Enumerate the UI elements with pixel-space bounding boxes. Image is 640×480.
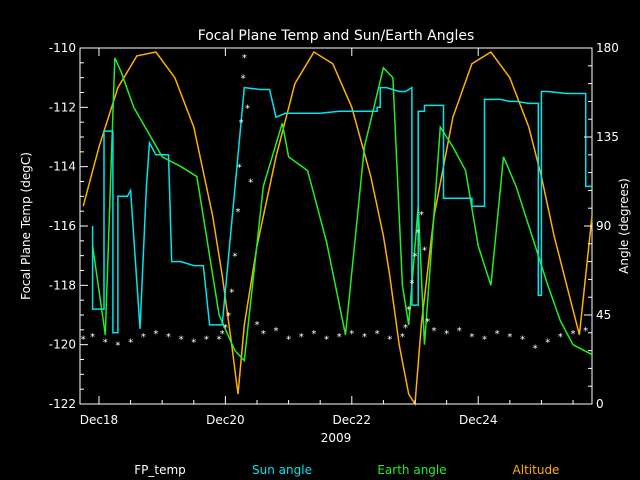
fp-temp-point: * (545, 338, 550, 349)
x-axis-label: 2009 (321, 431, 352, 445)
y-tick-label-6: -122 (49, 397, 76, 411)
fp-temp-point: * (232, 252, 237, 263)
fp-temp-point: * (261, 329, 266, 340)
fp-temp-point: * (141, 332, 146, 343)
y-tick-label-2: -114 (49, 160, 76, 174)
fp-temp-point: * (237, 163, 242, 174)
fp-temp-point: * (349, 329, 354, 340)
y2-tick-label-4: 180 (596, 41, 619, 55)
fp-temp-point: * (242, 53, 247, 64)
fp-temp-point: * (413, 252, 418, 263)
fp-temp-point: * (245, 103, 250, 114)
fp-temp-point: * (128, 338, 133, 349)
legend-item-1: Sun angle (252, 463, 312, 477)
fp-temp-point: * (204, 335, 209, 346)
series-altitude (82, 50, 593, 407)
fp-temp-point: * (400, 332, 405, 343)
fp-temp-point: * (337, 332, 342, 343)
series-layer: * ** * ** * * * * * *************** ** * ** * * * ** ****… (81, 50, 593, 407)
fp-temp-point: * (375, 329, 380, 340)
series-line (82, 50, 593, 407)
fp-temp-point: * (241, 74, 246, 85)
fp-temp-point: * (469, 332, 474, 343)
fp-temp-point: * (239, 118, 244, 129)
x-tick-label-3: Dec24 (459, 413, 498, 427)
fp-temp-point: * (425, 317, 430, 328)
fp-temp-point: * (419, 210, 424, 221)
fp-temp-point: * (507, 332, 512, 343)
x-tick-label-0: Dec18 (80, 413, 119, 427)
fp-temp-point: * (220, 329, 225, 340)
fp-temp-point: * (311, 329, 316, 340)
fp-temp-point: * (583, 326, 588, 337)
fp-temp-point: * (90, 332, 95, 343)
fp-temp-point: * (254, 320, 259, 331)
fp-temp-point: * (179, 335, 184, 346)
fp-temp-point: * (166, 332, 171, 343)
fp-temp-point: * (229, 287, 234, 298)
fp-temp-point: * (495, 329, 500, 340)
fp-temp-point: * (248, 178, 253, 189)
fp-temp-point: * (444, 329, 449, 340)
fp-temp-point: * (406, 305, 411, 316)
fp-temp-point: * (387, 335, 392, 346)
y-axis-label: Focal Plane Temp (degC) (19, 152, 33, 300)
fp-temp-point: * (299, 332, 304, 343)
fp-temp-point: * (362, 332, 367, 343)
legend-item-3: Altitude (513, 463, 560, 477)
y-axis-ticks: -110 -112 -114 -116 -118 -120 -122 (49, 41, 88, 411)
fp-temp-point: * (324, 335, 329, 346)
y-tick-label-4: -118 (49, 278, 76, 292)
fp-temp-point: * (533, 344, 538, 355)
fp-temp-point: * (520, 335, 525, 346)
fp-temp-point: * (115, 341, 120, 352)
y-tick-label-3: -116 (49, 219, 76, 233)
fp-temp-point: * (409, 278, 414, 289)
series-line (91, 86, 592, 334)
y-tick-label-1: -112 (49, 100, 76, 114)
fp-temp-point: * (416, 228, 421, 239)
fp-temp-point: * (236, 207, 241, 218)
x-axis-ticks: Dec18 Dec20 Dec22 Dec24 (80, 48, 574, 427)
legend-item-0: FP_temp (134, 463, 186, 477)
x-tick-label-2: Dec22 (333, 413, 372, 427)
series-earth-angle (91, 57, 593, 363)
y2-axis-ticks: 0 45 90 135 180 (584, 41, 619, 411)
y2-tick-label-3: 135 (596, 130, 619, 144)
y-tick-label-0: -110 (49, 41, 76, 55)
fp-temp-point: * (431, 326, 436, 337)
fp-temp-point: * (482, 335, 487, 346)
fp-temp-point: * (191, 338, 196, 349)
y2-tick-label-0: 0 (596, 397, 604, 411)
legend-item-2: Earth angle (377, 463, 446, 477)
fp-temp-point: * (422, 246, 427, 257)
y2-axis-label: Angle (degrees) (617, 178, 631, 274)
fp-temp-point: * (103, 338, 108, 349)
legend: FP_temp Sun angle Earth angle Altitude (134, 463, 559, 477)
x-tick-label-1: Dec20 (206, 413, 245, 427)
series-sun-angle (91, 86, 592, 334)
fp-temp-point: * (457, 326, 462, 337)
chart-title: Focal Plane Temp and Sun/Earth Angles (198, 28, 475, 44)
fp-temp-point: * (403, 323, 408, 334)
fp-temp-point: * (558, 332, 563, 343)
fp-temp-point: * (81, 335, 86, 346)
series-line (91, 57, 593, 363)
fp-temp-point: * (153, 329, 158, 340)
fp-temp-point: * (286, 335, 291, 346)
series-fp-temp: * ** * ** * * * * * *************** ** * ** * * * ** ****… (81, 53, 589, 355)
fp-temp-point: * (571, 329, 576, 340)
y2-tick-label-1: 45 (596, 308, 611, 322)
y2-tick-label-2: 90 (596, 219, 611, 233)
fp-temp-point: * (273, 326, 278, 337)
fp-temp-point: * (223, 323, 228, 334)
y-tick-label-5: -120 (49, 338, 76, 352)
fp-temp-point: * (217, 335, 222, 346)
fp-temp-point: * (226, 311, 231, 322)
